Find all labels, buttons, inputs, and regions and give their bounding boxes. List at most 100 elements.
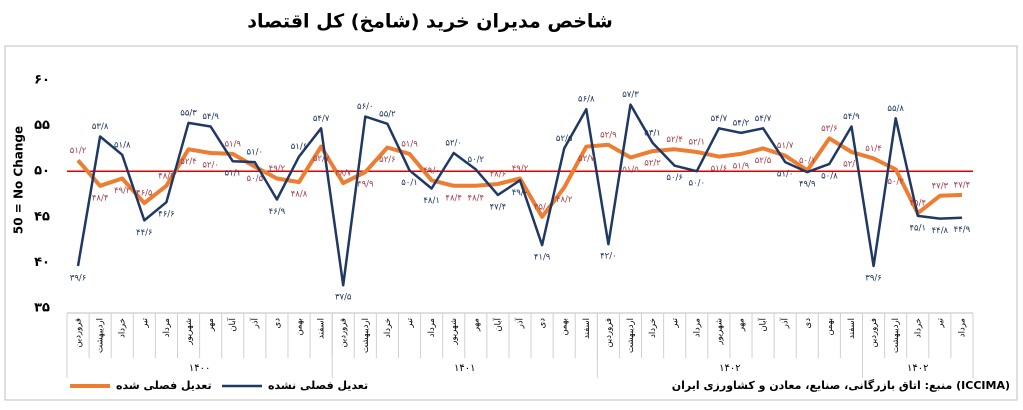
data-label: ۵۳/۱: [644, 128, 661, 138]
data-label: ۵۵/۳: [180, 108, 197, 118]
chart-frame: [4, 45, 1018, 401]
data-label: ۵۱/۹: [733, 161, 750, 171]
x-tick-label: فروردین: [604, 318, 614, 348]
data-label: ۵۴/۹: [843, 112, 860, 122]
data-label: ۵۱/۰: [247, 148, 264, 158]
x-tick-label: فروردین: [339, 318, 349, 348]
data-label: ۵۲/۴: [180, 157, 197, 167]
source-note: منبع: اتاق بازرگانی، صنایع، معادن و کشاو…: [672, 379, 1010, 392]
x-tick-label: مرداد: [957, 318, 967, 337]
data-label: ۳۹/۶: [70, 274, 87, 284]
data-label: ۵۱/۸: [114, 140, 131, 150]
series-line: [76, 136, 963, 219]
data-label: ۵۲/۹: [600, 130, 617, 140]
data-label: ۵۲/۱: [843, 160, 860, 170]
x-tick-label: بهمن: [825, 318, 835, 336]
data-label: ۴۴/۹: [954, 225, 971, 235]
data-label: ۵۲/۷: [578, 154, 595, 164]
group-label: ۱۴۰۰: [189, 363, 210, 374]
data-label: ۵۰/۸: [821, 171, 838, 181]
x-tick-label: شهریور: [184, 318, 194, 346]
x-tick-label: شهریور: [449, 318, 459, 346]
data-label: ۵۲/۵: [755, 156, 772, 166]
data-label: ۵۰/۵: [247, 174, 264, 184]
data-label: ۴۸/۴: [158, 171, 175, 181]
x-tick-label: اردیبهشت: [891, 318, 901, 353]
x-tick-label: تیر: [140, 317, 150, 328]
x-tick-label: خرداد: [383, 318, 393, 338]
x-tick-label: آذر: [514, 317, 526, 329]
x-tick-label: اسفند: [582, 318, 592, 339]
data-label: ۵۲/۶: [379, 155, 396, 165]
data-label: ۵۲/۷: [313, 154, 330, 164]
data-label: ۵۰/۱: [799, 156, 816, 166]
data-label: ۵۱/۷: [777, 141, 794, 151]
x-tick-label: بهمن: [295, 318, 305, 336]
data-label: ۴۸/۶: [490, 169, 507, 179]
data-label: ۵۲/۱: [688, 138, 705, 148]
data-label: ۴۵/۴: [909, 199, 926, 209]
group-label: ۱۴۰۲: [719, 363, 740, 374]
data-label: ۵۲/۰: [445, 138, 462, 148]
y-tick-label: ۵۰: [34, 164, 50, 179]
y-tick-label: ۳۵: [34, 301, 50, 316]
data-label: ۵۲/۴: [666, 135, 683, 145]
data-label: ۵۰/۶: [666, 173, 683, 183]
x-tick-label: آبان: [226, 317, 238, 331]
data-label: ۵۱/۶: [291, 142, 308, 152]
data-label: ۴۸/۱: [423, 196, 440, 206]
data-label: ۵۱/۴: [865, 144, 882, 154]
data-label: ۵۴/۷: [711, 114, 728, 124]
data-label: ۵۱/۰: [777, 170, 794, 180]
x-tick-label: آبان: [491, 317, 503, 331]
data-label: ۵۱/۵: [622, 165, 639, 175]
data-label: ۴۹/۹: [357, 180, 374, 190]
x-tick-label: مرداد: [162, 318, 172, 337]
data-label: ۴۲/۰: [600, 252, 617, 262]
data-label: ۵۲/۰: [202, 160, 219, 170]
data-label: ۴۷/۴: [954, 180, 971, 190]
data-label: ۵۶/۸: [578, 95, 595, 105]
data-label: ۴۷/۴: [490, 202, 507, 212]
data-label: ۵۴/۷: [755, 114, 772, 124]
chart-title: شاخص مدیران خرید (شامخ) کل اقتصاد: [247, 11, 613, 33]
x-tick-label: اردیبهشت: [361, 318, 371, 353]
data-label: ۴۸/۲: [556, 195, 573, 205]
data-label: ۵۷/۳: [622, 90, 639, 100]
data-label: ۴۹/۲: [114, 186, 131, 196]
data-label: ۴۸/۷: [335, 169, 352, 179]
x-tick-label: مهر: [206, 318, 216, 332]
data-label: ۴۶/۹: [269, 207, 286, 217]
data-label: ۴۵/۱: [909, 223, 926, 233]
group-label: ۱۴۰۲: [907, 363, 928, 374]
x-tick-label: بهمن: [560, 318, 570, 336]
data-label: ۴۹/۲: [269, 164, 286, 174]
series-line: [76, 103, 963, 287]
data-label: ۵۶/۰: [357, 102, 374, 112]
data-label: ۴۵/۰: [534, 202, 551, 212]
x-tick-label: آبان: [757, 317, 769, 331]
x-tick-label: فروردین: [869, 318, 879, 348]
data-label: ۵۱/۹: [401, 139, 418, 149]
data-label: ۴۴/۸: [932, 226, 949, 236]
x-tick-label: دی: [272, 318, 282, 329]
data-label: ۴۸/۴: [92, 193, 109, 203]
data-label: ۵۰/۲: [887, 177, 904, 187]
y-tick-label: ۴۰: [34, 255, 50, 270]
x-tick-label: خرداد: [913, 318, 923, 338]
data-label: ۵۰/۱: [401, 178, 418, 188]
x-tick-label: شهریور: [714, 318, 724, 346]
data-label: ۴۶/۵: [136, 189, 153, 199]
y-tick-label: ۴۵: [34, 209, 50, 224]
data-label: ۵۲/۵: [556, 134, 573, 144]
y-tick-label: ۵۵: [34, 118, 50, 133]
data-label: ۴۸/۴: [445, 193, 462, 203]
data-label: ۴۴/۶: [136, 228, 153, 238]
x-tick-label: اسفند: [317, 318, 327, 339]
data-label: ۴۹/۰: [423, 166, 440, 176]
data-label: ۴۶/۶: [158, 210, 175, 220]
x-tick-label: اردیبهشت: [96, 318, 106, 353]
data-label: ۵۳/۶: [821, 124, 838, 134]
x-tick-label: مرداد: [427, 318, 437, 337]
